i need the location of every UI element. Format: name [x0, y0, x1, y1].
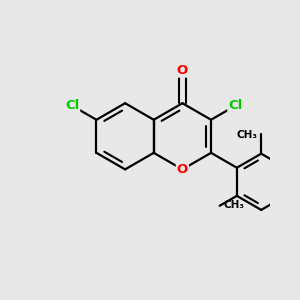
- Text: CH₃: CH₃: [237, 130, 258, 140]
- Text: Cl: Cl: [65, 99, 79, 112]
- Text: O: O: [177, 163, 188, 176]
- Text: O: O: [177, 64, 188, 76]
- Text: CH₃: CH₃: [223, 200, 244, 210]
- Text: Cl: Cl: [228, 99, 242, 112]
